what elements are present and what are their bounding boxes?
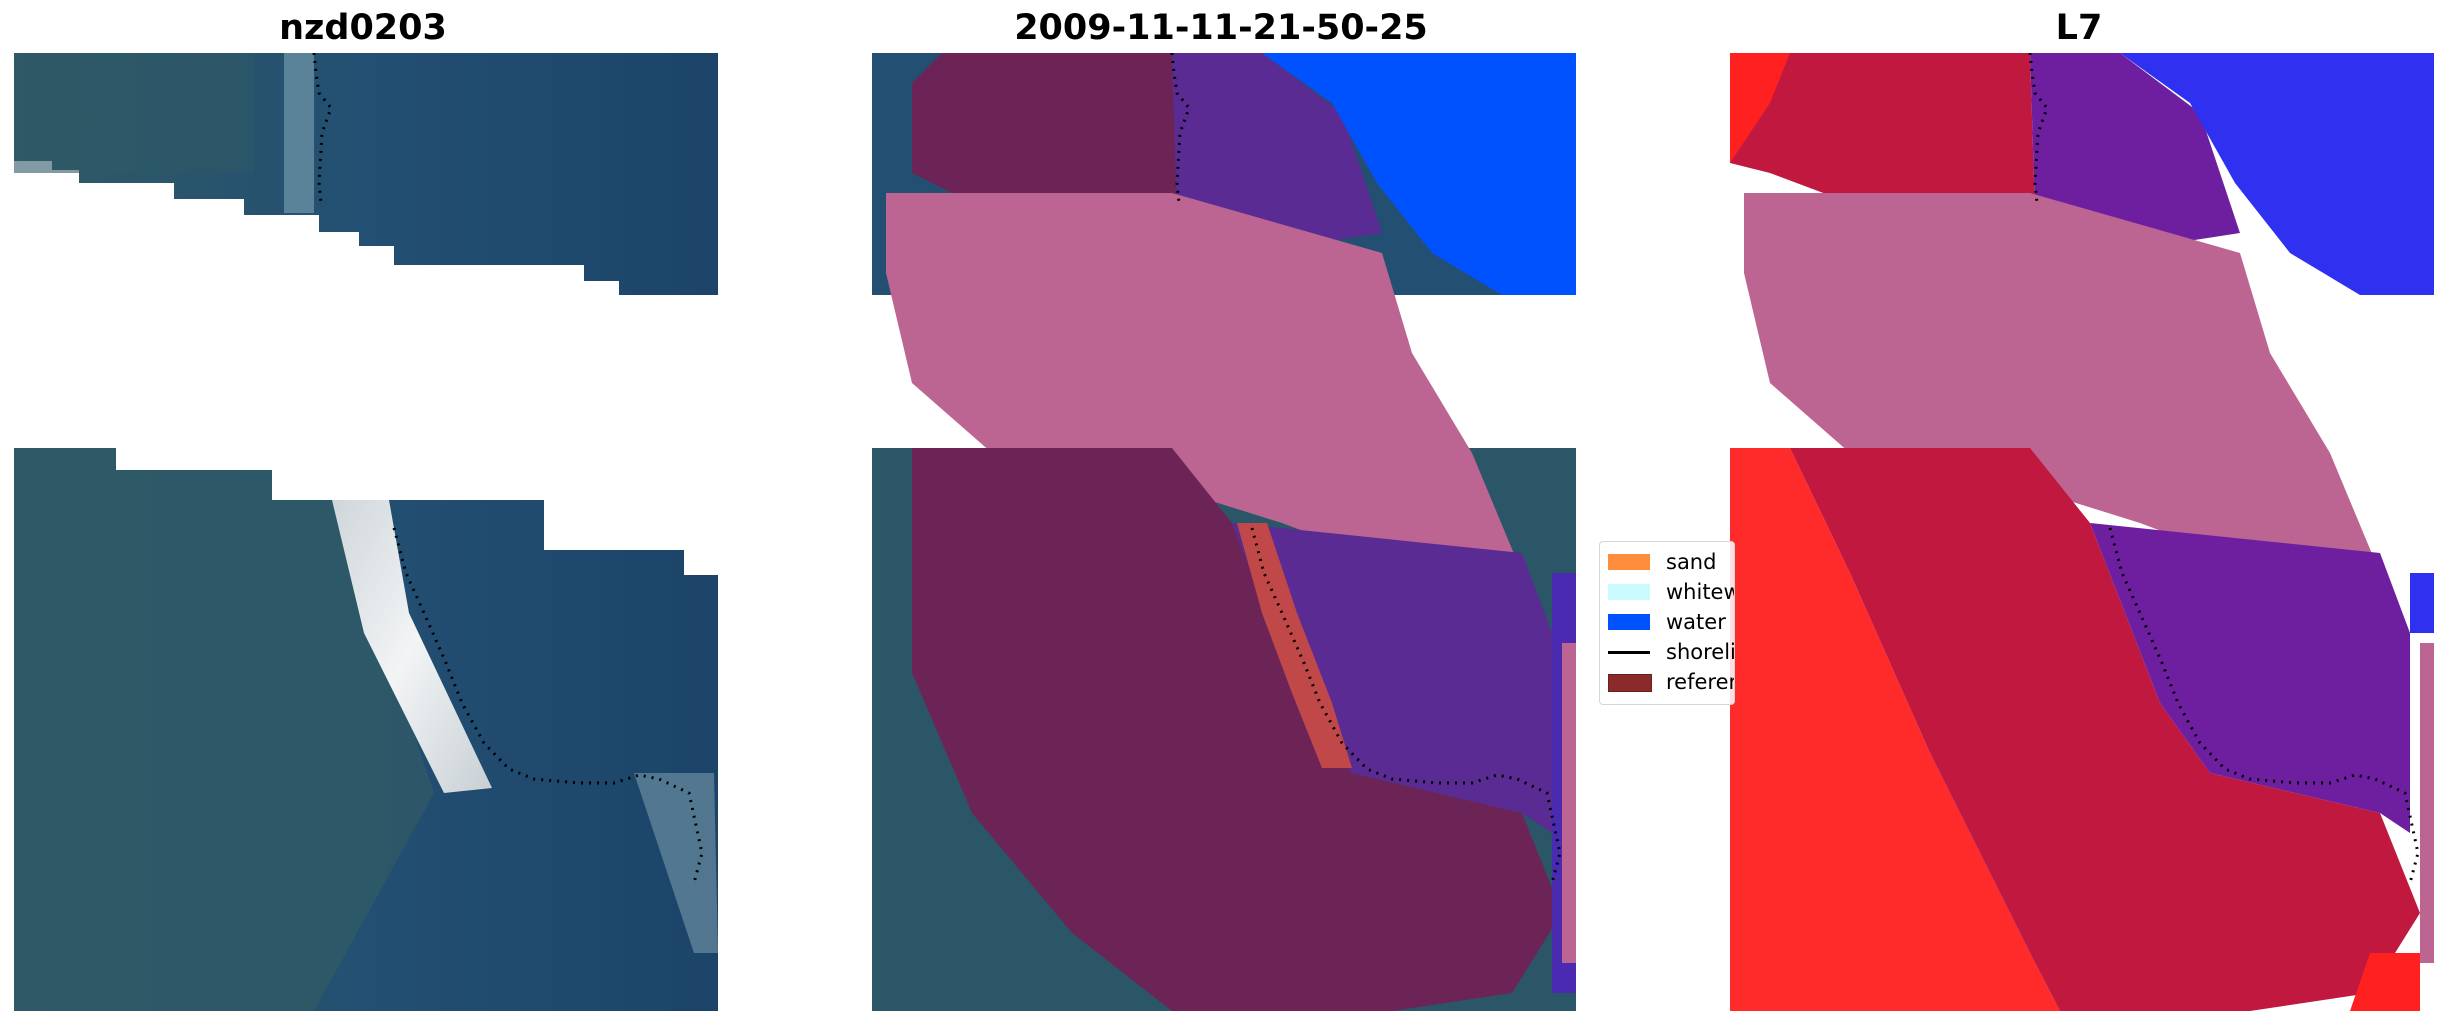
panel-title: nzd0203 [279, 8, 447, 48]
reference-swatch [1608, 674, 1652, 692]
water-swatch [1608, 614, 1650, 630]
satellite-image [14, 53, 718, 1011]
legend-item-water: water [1608, 608, 1734, 636]
legend-label: reference shoreline buffer [1666, 670, 1734, 694]
classification-image [872, 53, 1576, 1011]
legend-label: water [1666, 610, 1726, 634]
index-panel: L7 [1724, 0, 2434, 1025]
classification-panel: 2009-11-11-21-50-25 [866, 0, 1576, 1025]
image-panel: nzd0203 [8, 0, 718, 1025]
legend-item-reference: reference shoreline buffer [1608, 668, 1734, 696]
legend-item-sand: sand [1608, 548, 1734, 576]
sand-swatch [1608, 554, 1650, 570]
panel-title: 2009-11-11-21-50-25 [1014, 8, 1428, 48]
legend-label: shoreline [1666, 640, 1734, 664]
shoreline-line-swatch [1608, 651, 1650, 654]
legend-label: sand [1666, 550, 1717, 574]
legend-item-shoreline: shoreline [1608, 638, 1734, 666]
whitewater-swatch [1608, 584, 1650, 600]
index-image [1730, 53, 2434, 1011]
panel-title: L7 [2055, 8, 2103, 48]
